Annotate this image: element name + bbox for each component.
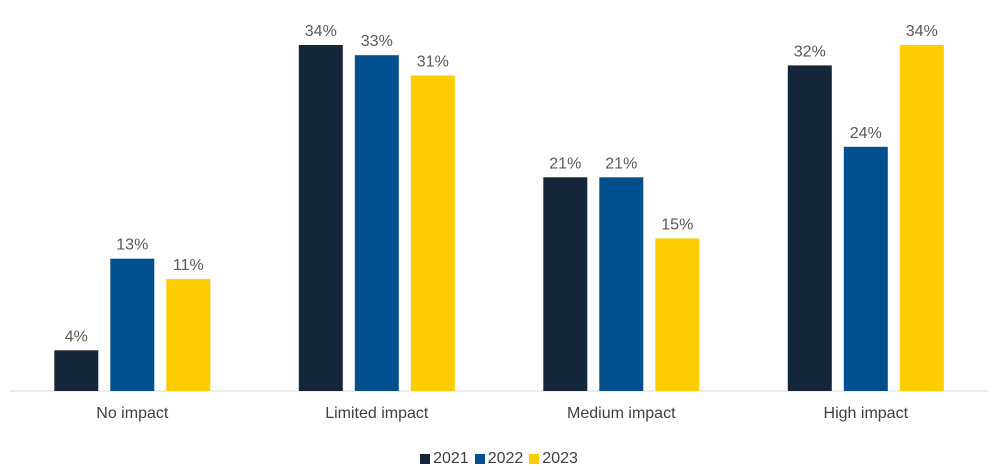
data-label-2021-1: 34% (305, 23, 337, 40)
bar-2021-0 (54, 350, 99, 391)
legend-label: 2021 (433, 450, 469, 467)
category-label: No impact (96, 405, 169, 422)
bars-group (54, 45, 944, 392)
data-label-2022-1: 33% (361, 33, 393, 50)
legend-label: 2022 (487, 450, 524, 467)
bar-2023-2 (655, 238, 700, 391)
bar-2022-0 (110, 258, 155, 391)
bar-2022-2 (599, 177, 644, 391)
bar-chart: 4% 13% 11% 34% 33% 31% 21% 21% 15% 32% 24% 34% No i… (10, 23, 988, 422)
bar-2022-3 (843, 146, 888, 391)
legend-swatch (474, 454, 485, 464)
legend-item-2023: 2023 (529, 450, 578, 468)
data-label-2023-3: 34% (906, 23, 938, 40)
data-label-2022-3: 24% (850, 125, 882, 142)
category-label: Medium impact (567, 405, 676, 422)
data-label-2023-1: 31% (417, 54, 449, 71)
legend-item-2022: 2022 (474, 450, 524, 468)
value-labels-group: 4% 13% 11% 34% 33% 31% 21% 21% 15% 32% 24% 34% (65, 23, 938, 345)
bar-2023-3 (899, 45, 944, 391)
category-labels-group: No impact Limited impact Medium impact High… (96, 405, 908, 422)
bar-2023-0 (166, 279, 211, 391)
legend-swatch (529, 454, 540, 464)
data-label-2022-2: 21% (605, 155, 637, 172)
bar-2022-1 (354, 55, 399, 391)
data-label-2023-2: 15% (661, 216, 693, 233)
category-label: High impact (824, 405, 909, 422)
data-label-2023-0: 11% (173, 257, 204, 274)
bar-2023-1 (410, 75, 455, 391)
data-label-2022-0: 13% (116, 237, 148, 254)
legend-label: 2023 (542, 450, 578, 467)
data-label-2021-2: 21% (549, 155, 581, 172)
data-label-2021-0: 4% (65, 328, 88, 345)
bar-2021-2 (543, 177, 588, 391)
bar-2021-1 (298, 45, 343, 391)
legend-swatch (420, 454, 431, 464)
legend: 2021 2022 2023 (0, 448, 998, 470)
category-label: Limited impact (325, 405, 429, 422)
data-label-2021-3: 32% (794, 43, 826, 60)
bar-2021-3 (787, 65, 832, 392)
legend-item-2021: 2021 (420, 450, 469, 468)
